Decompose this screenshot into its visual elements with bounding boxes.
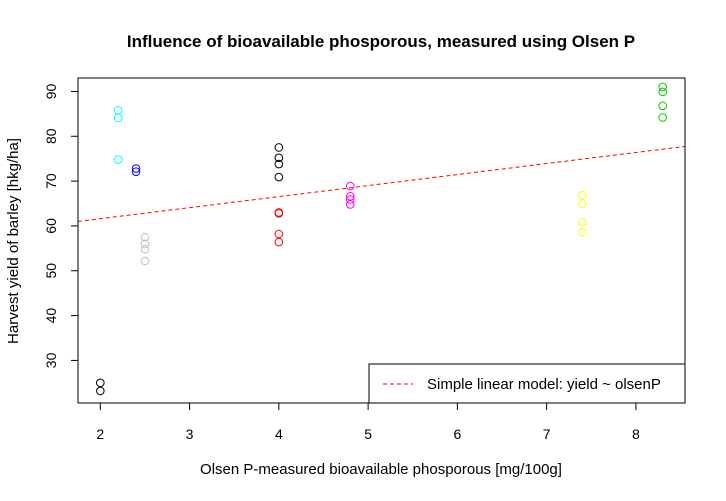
y-tick-label: 80 (43, 128, 59, 144)
data-point (274, 143, 284, 152)
data-point (274, 159, 284, 169)
y-axis-label: Harvest yield of barley [hkg/ha] (5, 138, 22, 344)
data-point (140, 244, 150, 254)
data-point (578, 190, 587, 200)
data-point (658, 101, 667, 111)
data-point (578, 218, 587, 227)
y-tick-label: 50 (43, 263, 59, 279)
x-axis-label: Olsen P-measured bioavailable phosporous… (200, 461, 562, 478)
data-point (345, 181, 355, 191)
y-tick-label: 90 (43, 83, 59, 99)
data-point (274, 237, 284, 247)
data-point (658, 113, 667, 122)
data-point (658, 87, 667, 97)
data-point (96, 386, 105, 396)
data-point (345, 200, 355, 209)
data-point (578, 199, 587, 208)
data-point (274, 172, 284, 182)
x-tick-label: 6 (453, 426, 461, 442)
x-tick-label: 5 (364, 426, 372, 442)
x-tick-label: 2 (96, 426, 104, 442)
x-tick-label: 7 (543, 426, 551, 442)
fit-line (77, 145, 686, 222)
data-point (274, 209, 284, 218)
data-point (345, 195, 355, 204)
legend: Simple linear model: yield ~ olsenP (368, 363, 686, 404)
x-tick-label: 3 (186, 426, 194, 442)
data-point (274, 153, 284, 163)
data-point (274, 229, 284, 239)
data-points-layer (96, 82, 667, 396)
legend-box (368, 363, 686, 404)
axes-layer: 2 3 4 5 6 7 8 30 40 50 60 70 80 90 (43, 83, 640, 442)
data-point (113, 113, 123, 123)
data-point (96, 378, 105, 388)
x-tick-label: 4 (275, 426, 283, 442)
data-point (140, 256, 150, 266)
y-tick-label: 70 (43, 173, 59, 189)
legend-entry-label: Simple linear model: yield ~ olsenP (427, 376, 661, 393)
data-point (131, 167, 141, 176)
data-point (140, 232, 150, 242)
data-point (131, 164, 141, 173)
data-point (113, 155, 123, 164)
y-tick-label: 40 (43, 308, 59, 324)
y-tick-label: 30 (43, 352, 59, 368)
data-point (140, 239, 150, 249)
data-point (658, 82, 667, 92)
y-tick-label: 60 (43, 218, 59, 234)
plot-frame (77, 77, 686, 404)
fit-line-layer (77, 145, 686, 222)
x-tick-label: 8 (632, 426, 640, 442)
data-point (578, 227, 587, 237)
data-point (113, 105, 123, 115)
chart-title: Influence of bioavailable phosporous, me… (127, 32, 635, 51)
